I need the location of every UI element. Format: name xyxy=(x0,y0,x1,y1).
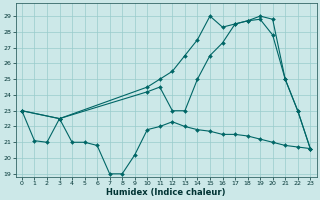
X-axis label: Humidex (Indice chaleur): Humidex (Indice chaleur) xyxy=(106,188,226,197)
